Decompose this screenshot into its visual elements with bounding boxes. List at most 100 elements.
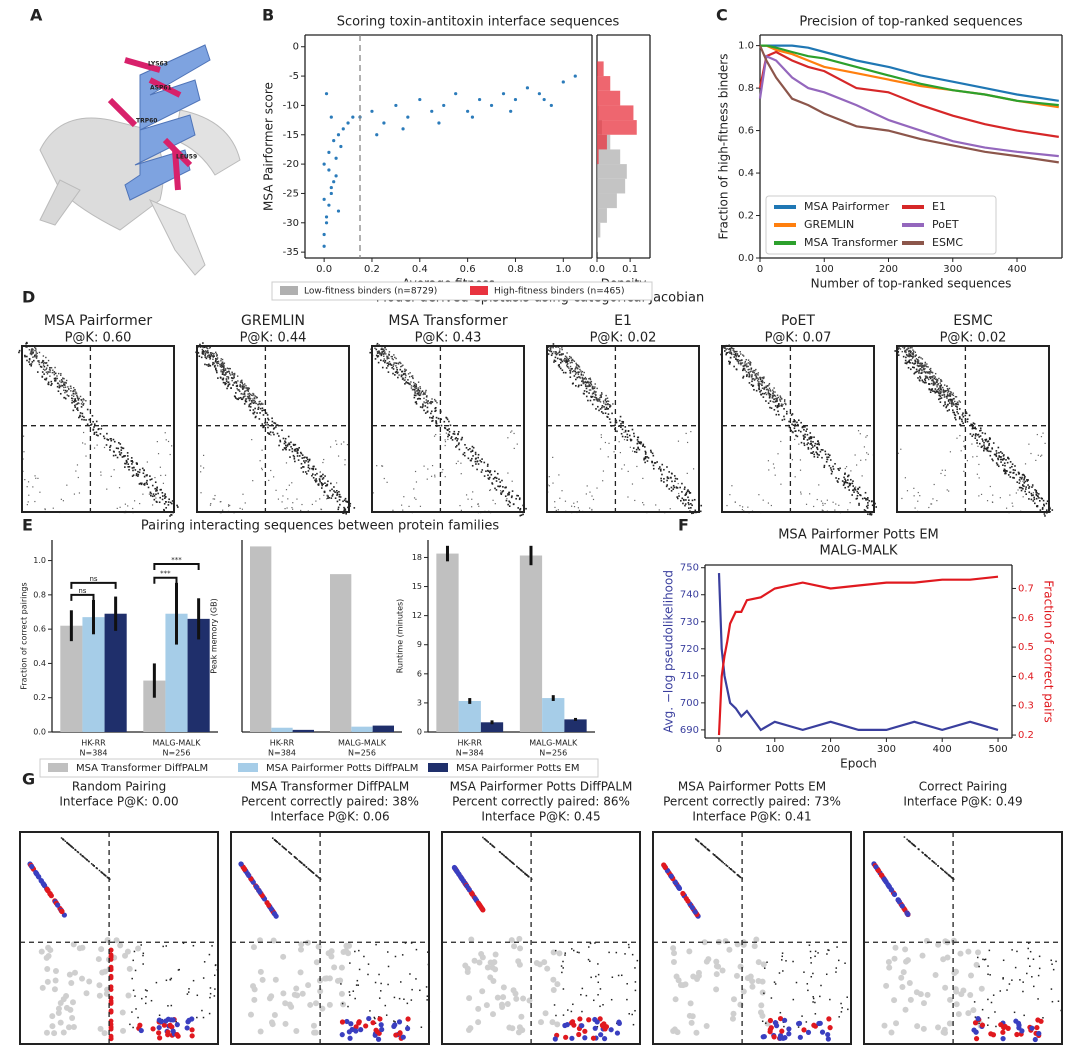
map-dot bbox=[813, 444, 816, 447]
map-dot bbox=[584, 381, 586, 383]
map-dot bbox=[318, 479, 321, 481]
map-dot bbox=[723, 863, 726, 865]
map-dot bbox=[769, 406, 771, 409]
map-dot bbox=[1035, 489, 1038, 492]
gray-blob bbox=[671, 950, 678, 957]
map-dot bbox=[1012, 469, 1015, 471]
map-dot bbox=[838, 504, 840, 506]
map-dot bbox=[306, 458, 309, 461]
map-dot bbox=[685, 432, 687, 435]
map-dot bbox=[933, 383, 936, 386]
map-dot bbox=[46, 371, 49, 373]
map-dot bbox=[921, 358, 924, 360]
map-dot bbox=[748, 382, 751, 384]
map-dot bbox=[691, 499, 694, 502]
map-dot bbox=[573, 949, 575, 952]
pair-dot bbox=[108, 1033, 114, 1039]
map-dot bbox=[64, 389, 67, 392]
map-dot bbox=[1027, 479, 1029, 481]
map-dot bbox=[971, 423, 974, 426]
scatter-point bbox=[324, 92, 329, 96]
gray-blob bbox=[68, 979, 75, 986]
pair-dot bbox=[586, 1017, 592, 1023]
map-dot bbox=[676, 487, 679, 489]
map-dot bbox=[905, 362, 908, 365]
map-dot bbox=[90, 423, 93, 426]
map-dot bbox=[131, 467, 134, 469]
map-dot bbox=[284, 848, 287, 851]
map-dot bbox=[268, 432, 270, 435]
map-dot bbox=[1042, 499, 1045, 502]
map-dot bbox=[262, 403, 264, 405]
map-dot bbox=[254, 400, 256, 403]
gray-blob bbox=[900, 969, 907, 976]
map-dot bbox=[1003, 468, 1006, 471]
map-dot bbox=[767, 391, 770, 393]
gray-blob bbox=[317, 988, 324, 995]
map-dot bbox=[767, 389, 769, 391]
map-dot bbox=[992, 442, 995, 444]
gray-blob bbox=[542, 1010, 549, 1017]
map-dot bbox=[228, 383, 231, 385]
map-dot bbox=[394, 356, 396, 359]
map-dot bbox=[34, 349, 36, 352]
map-dot bbox=[939, 385, 942, 387]
map-dot bbox=[770, 997, 773, 999]
map-dot bbox=[928, 388, 931, 391]
map-dot bbox=[176, 504, 178, 507]
map-dot bbox=[1028, 487, 1030, 489]
map-dot bbox=[49, 369, 52, 371]
map-dot bbox=[423, 392, 425, 395]
map-dot bbox=[81, 855, 84, 857]
map-dot bbox=[425, 399, 428, 401]
map-dot bbox=[979, 435, 982, 437]
map-dot bbox=[305, 472, 308, 475]
map-dot bbox=[591, 393, 594, 395]
map-dot bbox=[646, 460, 649, 462]
map-dot bbox=[154, 481, 157, 484]
map-dot bbox=[827, 949, 829, 951]
map-dot bbox=[729, 352, 731, 354]
map-dot bbox=[801, 1015, 803, 1017]
pair-dot bbox=[370, 1020, 376, 1026]
map-dot bbox=[812, 440, 814, 443]
y2-tick-label: 0.4 bbox=[1018, 671, 1034, 682]
map-dot bbox=[673, 486, 676, 489]
map-dot bbox=[981, 440, 984, 442]
map-dot bbox=[435, 421, 438, 423]
map-dot bbox=[783, 415, 785, 418]
map-dot bbox=[515, 865, 518, 868]
map-dot bbox=[765, 386, 767, 388]
map-dot bbox=[836, 480, 839, 482]
map-dot bbox=[726, 351, 729, 354]
map-dot bbox=[97, 428, 100, 431]
map-dot bbox=[171, 502, 173, 505]
map-dot bbox=[404, 383, 406, 385]
map-dot bbox=[620, 426, 622, 429]
map-dot bbox=[764, 392, 767, 394]
map-dot bbox=[794, 438, 796, 441]
map-dot bbox=[823, 466, 826, 469]
gray-blob bbox=[305, 982, 312, 989]
gray-blob bbox=[467, 1025, 474, 1032]
map-dot bbox=[976, 473, 978, 475]
map-dot bbox=[275, 424, 278, 427]
gray-blob bbox=[52, 977, 59, 984]
map-dot bbox=[92, 864, 94, 866]
map-dot bbox=[487, 474, 489, 477]
map-dot bbox=[25, 346, 27, 348]
map-dot bbox=[1036, 433, 1038, 436]
map-dot bbox=[948, 402, 951, 404]
map-dot bbox=[140, 944, 142, 946]
map-dot bbox=[820, 500, 823, 502]
map-dot bbox=[413, 384, 416, 387]
map-dot bbox=[871, 500, 873, 502]
map-dot bbox=[75, 403, 77, 406]
map-dot bbox=[354, 997, 356, 1000]
map-dot bbox=[164, 493, 166, 495]
gray-blob bbox=[268, 993, 275, 1000]
pair-dot bbox=[662, 864, 668, 870]
map-dot bbox=[255, 415, 257, 418]
map-dot bbox=[236, 385, 238, 388]
pair-dot bbox=[689, 905, 695, 911]
